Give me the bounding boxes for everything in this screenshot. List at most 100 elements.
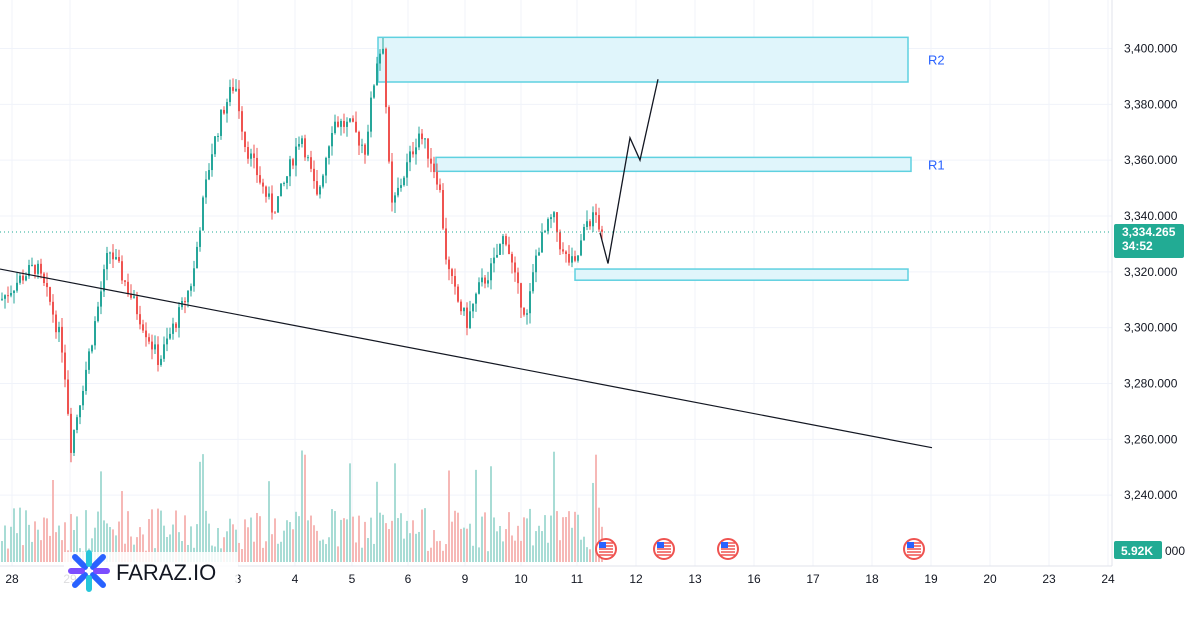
volume-bar xyxy=(430,547,432,562)
volume-bar xyxy=(547,542,549,562)
volume-bar xyxy=(445,544,447,562)
candle-body xyxy=(562,249,564,252)
date-tick-label: 13 xyxy=(688,572,702,586)
candle-body xyxy=(217,135,219,137)
candle-body xyxy=(184,301,186,303)
volume-bar xyxy=(142,534,144,562)
volume-bar xyxy=(181,541,183,562)
candle-body xyxy=(13,290,15,294)
volume-bar xyxy=(538,525,540,562)
volume-bar xyxy=(10,526,12,562)
volume-bar xyxy=(301,450,303,562)
volume-bar xyxy=(46,518,48,562)
us-flag-icon[interactable] xyxy=(653,538,675,560)
candle-body xyxy=(151,341,153,350)
volume-bar xyxy=(451,521,453,562)
candle-body xyxy=(100,291,102,307)
volume-bar xyxy=(199,461,201,562)
candle-body xyxy=(445,228,447,260)
candle-body xyxy=(448,259,450,270)
volume-bar xyxy=(283,530,285,562)
price-axis[interactable]: 3,400.000 3,380.000 3,360.000 3,340.000 3,32… xyxy=(1124,42,1178,503)
us-flag-icon[interactable] xyxy=(595,538,617,560)
candle-body xyxy=(112,252,114,260)
volume-bar xyxy=(202,454,204,562)
volume-bar xyxy=(574,511,576,562)
volume-bar xyxy=(565,517,567,562)
volume-bar xyxy=(478,547,480,562)
candle-body xyxy=(313,168,315,182)
economic-events[interactable] xyxy=(595,538,925,560)
volume-bar xyxy=(223,537,225,562)
volume-bar xyxy=(556,511,558,562)
candle-body xyxy=(148,337,150,342)
date-tick-label: 19 xyxy=(924,572,938,586)
candle-body xyxy=(208,170,210,180)
candle-body xyxy=(586,221,588,227)
volume-bar xyxy=(172,524,174,562)
candle-body xyxy=(415,147,417,155)
candle-body xyxy=(394,195,396,203)
volume-bar xyxy=(148,519,150,562)
volume-bar xyxy=(526,518,528,562)
candle-body xyxy=(541,232,543,253)
candle-body xyxy=(337,121,339,127)
volume-bar xyxy=(346,519,348,562)
volume-bar xyxy=(169,534,171,562)
volume-bar xyxy=(370,517,372,562)
volume-bar xyxy=(136,537,138,562)
candle-body xyxy=(7,295,9,297)
volume-bar xyxy=(70,514,72,562)
us-flag-icon[interactable] xyxy=(717,538,739,560)
candle-body xyxy=(406,162,408,178)
volume-bar xyxy=(100,471,102,562)
volume-bar xyxy=(439,540,441,562)
volume-bar xyxy=(31,541,33,562)
candle-body xyxy=(412,151,414,155)
candle-body xyxy=(424,138,426,140)
volume-bar xyxy=(586,547,588,562)
candle-body xyxy=(253,153,255,158)
volume-bar xyxy=(160,510,162,562)
candle-body xyxy=(121,261,123,281)
candle-body xyxy=(82,390,84,406)
candle-body xyxy=(307,157,309,159)
price-tick-label: 3,380.000 xyxy=(1124,97,1178,111)
candle-body xyxy=(58,326,60,333)
volume-bar xyxy=(268,481,270,562)
candle-body xyxy=(124,280,126,282)
candle-body xyxy=(286,176,288,183)
candle-body xyxy=(16,282,18,291)
volume-bar xyxy=(52,479,54,562)
candle-body xyxy=(139,314,141,325)
candle-body xyxy=(178,307,180,328)
candle-body xyxy=(427,138,429,159)
us-flag-icon[interactable] xyxy=(903,538,925,560)
projection-path[interactable] xyxy=(599,79,659,264)
trendline[interactable] xyxy=(0,268,933,449)
candle-body xyxy=(19,275,21,283)
candle-body xyxy=(232,87,234,91)
volume-bar xyxy=(466,528,468,562)
volume-bar xyxy=(433,530,435,562)
volume-bar xyxy=(358,515,360,562)
candle-body xyxy=(436,172,438,185)
candle-body xyxy=(169,333,171,339)
candle-body xyxy=(433,163,435,173)
volume-bar xyxy=(403,538,405,562)
candle-body xyxy=(190,286,192,291)
volume-bar xyxy=(178,532,180,562)
candle-body xyxy=(187,290,189,303)
volume-bar xyxy=(253,541,255,562)
volume-bar xyxy=(226,531,228,562)
candle-body xyxy=(514,262,516,273)
candle-body xyxy=(331,133,333,147)
volume-bar xyxy=(61,540,63,562)
candle-body xyxy=(568,254,570,263)
grid xyxy=(0,0,1112,566)
candle-body xyxy=(79,405,81,418)
volume-bar xyxy=(448,470,450,562)
volume-bar xyxy=(505,529,507,562)
date-tick-label: 17 xyxy=(806,572,820,586)
